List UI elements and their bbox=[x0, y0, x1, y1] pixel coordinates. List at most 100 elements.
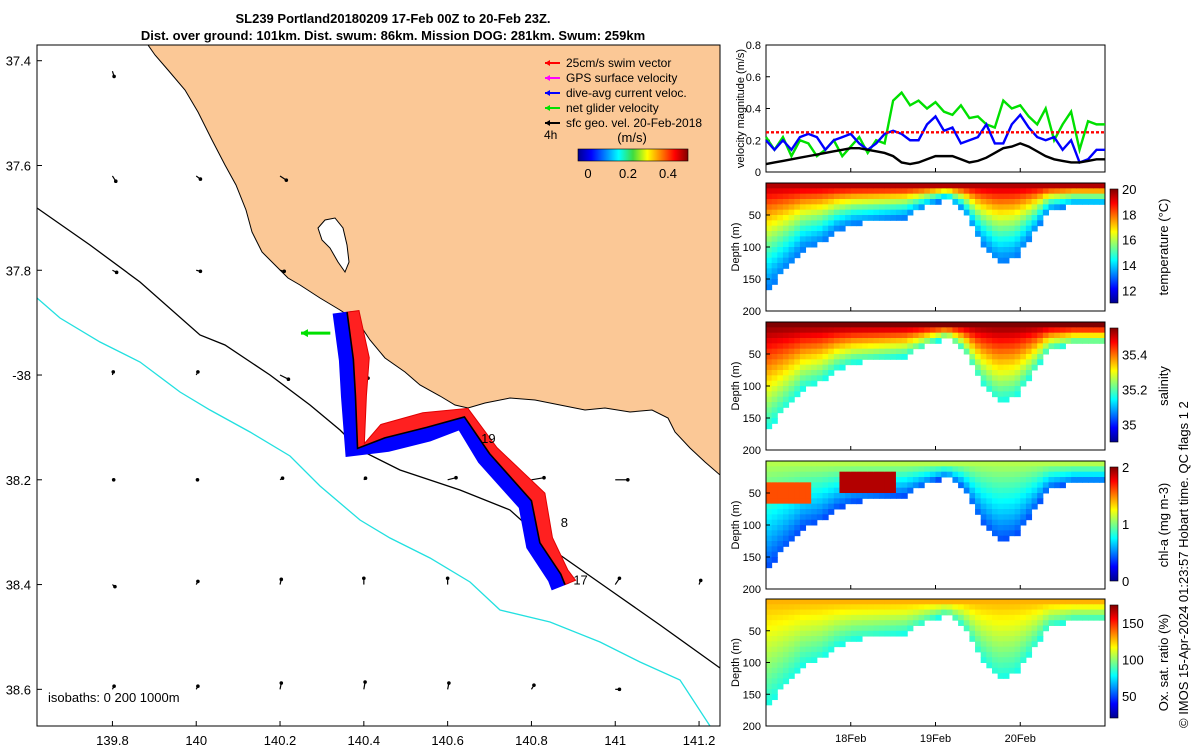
glider-track-line bbox=[346, 312, 566, 585]
heatmap-cell bbox=[895, 209, 903, 216]
heatmap-cell bbox=[997, 225, 1004, 232]
heatmap-cell bbox=[918, 471, 925, 478]
heatmap-cell bbox=[1076, 614, 1083, 621]
heatmap-cell bbox=[788, 338, 795, 344]
heatmap-cell bbox=[884, 209, 891, 216]
heatmap-cell bbox=[1020, 514, 1027, 521]
heatmap-cell bbox=[811, 343, 818, 350]
heatmap-cell bbox=[799, 338, 807, 344]
heatmap-cell bbox=[969, 193, 976, 200]
heatmap-cell bbox=[1003, 231, 1010, 237]
geo-vector-head bbox=[114, 270, 119, 275]
heatmap-cell bbox=[958, 471, 965, 478]
heatmap-cell bbox=[782, 662, 790, 669]
heatmap-cell bbox=[805, 343, 812, 350]
heatmap-cell bbox=[997, 396, 1004, 403]
heatmap-cell bbox=[1014, 354, 1021, 360]
heatmap-cell bbox=[811, 375, 818, 382]
heatmap-cell bbox=[1003, 525, 1010, 531]
geo-vector-head bbox=[196, 370, 200, 374]
heatmap-cell bbox=[975, 487, 982, 494]
heatmap-cell bbox=[1059, 199, 1066, 205]
heatmap-cell bbox=[1031, 327, 1038, 334]
heatmap-cell bbox=[1014, 646, 1021, 653]
heatmap-cell bbox=[1088, 199, 1095, 205]
land-area bbox=[147, 45, 720, 476]
heatmap-cell bbox=[1014, 487, 1021, 494]
heatmap-cell bbox=[1003, 604, 1010, 611]
heatmap-cell bbox=[986, 220, 993, 227]
heatmap-cell bbox=[941, 471, 948, 478]
geo-vector-head bbox=[542, 475, 546, 480]
heatmap-cell bbox=[1003, 493, 1010, 499]
heatmap-cell bbox=[799, 327, 807, 334]
heatmap-cell bbox=[997, 257, 1004, 264]
heatmap-cell bbox=[1020, 327, 1027, 334]
heatmap-cell bbox=[799, 625, 807, 632]
heatmap-cell bbox=[1003, 636, 1010, 642]
heatmap-cell bbox=[901, 599, 908, 605]
heatmap-cell bbox=[1065, 332, 1072, 339]
heatmap-cell bbox=[799, 370, 807, 376]
heatmap-cell bbox=[1031, 322, 1038, 328]
heatmap-cell bbox=[963, 609, 970, 616]
heatmap-cell bbox=[935, 332, 942, 339]
heatmap-cell bbox=[941, 604, 948, 611]
heatmap-cell bbox=[805, 493, 812, 499]
heatmap-cell bbox=[992, 461, 999, 467]
heatmap-cell bbox=[799, 636, 807, 642]
heatmap-cell bbox=[788, 354, 795, 360]
heatmap-cell bbox=[895, 620, 903, 626]
heatmap-cell bbox=[1003, 514, 1010, 521]
heatmap-cell bbox=[1014, 343, 1021, 350]
legend-label: sfc geo. vel. 20-Feb-2018 bbox=[566, 116, 702, 130]
heatmap-cell bbox=[771, 375, 778, 382]
heatmap-cell bbox=[1082, 466, 1089, 473]
heatmap-cell bbox=[794, 519, 801, 526]
heatmap-cell bbox=[1048, 204, 1055, 211]
heatmap-cell bbox=[1042, 327, 1049, 334]
heatmap-cell bbox=[1042, 614, 1049, 621]
heatmap-cell bbox=[771, 359, 778, 366]
legend-swatch-head bbox=[545, 120, 550, 126]
heatmap-cell bbox=[766, 423, 773, 430]
heatmap-cell bbox=[794, 332, 801, 339]
heatmap-cell bbox=[941, 461, 948, 467]
heatmap-cell bbox=[1020, 493, 1027, 499]
heatmap-cell bbox=[766, 284, 773, 291]
heatmap-cell bbox=[879, 188, 886, 195]
heatmap-cell bbox=[912, 204, 920, 211]
heatmap-cell bbox=[771, 231, 778, 237]
heatmap-cell bbox=[828, 364, 835, 371]
heatmap-cell bbox=[907, 209, 914, 216]
legend-label: 25cm/s swim vector bbox=[566, 56, 671, 70]
heatmap-cell bbox=[1031, 471, 1038, 478]
heatmap-colorbar-label: salinity bbox=[1156, 366, 1171, 406]
heatmap-cell bbox=[963, 204, 970, 211]
heatmap-cell bbox=[1025, 370, 1033, 376]
heatmap-cell bbox=[986, 662, 993, 669]
heatmap-cell bbox=[850, 183, 857, 189]
heatmap-cell bbox=[850, 199, 857, 205]
heatmap-colorbar-tick-label: 0 bbox=[1122, 574, 1129, 589]
heatmap-cell bbox=[1008, 225, 1016, 232]
heatmap-cell bbox=[873, 354, 880, 360]
heatmap-cell bbox=[963, 209, 970, 216]
heatmap-cell bbox=[997, 519, 1004, 526]
heatmap-cell bbox=[997, 530, 1004, 537]
heatmap-cell bbox=[771, 241, 778, 248]
heatmap-cell bbox=[992, 241, 999, 248]
heatmap-cell bbox=[788, 535, 795, 542]
heatmap-cell bbox=[997, 614, 1004, 621]
heatmap-cell bbox=[873, 348, 880, 355]
heatmap-cell bbox=[1037, 614, 1044, 621]
heatmap-cell bbox=[794, 386, 801, 392]
heatmap-cell bbox=[1099, 322, 1106, 328]
heatmap-cell bbox=[782, 625, 790, 632]
heatmap-cell bbox=[828, 509, 835, 515]
heatmap-cell bbox=[1003, 530, 1010, 537]
heatmap-cell bbox=[1065, 604, 1072, 611]
heatmap-cell bbox=[873, 183, 880, 189]
heatmap-cell bbox=[1003, 354, 1010, 360]
heatmap-cell bbox=[884, 338, 891, 344]
